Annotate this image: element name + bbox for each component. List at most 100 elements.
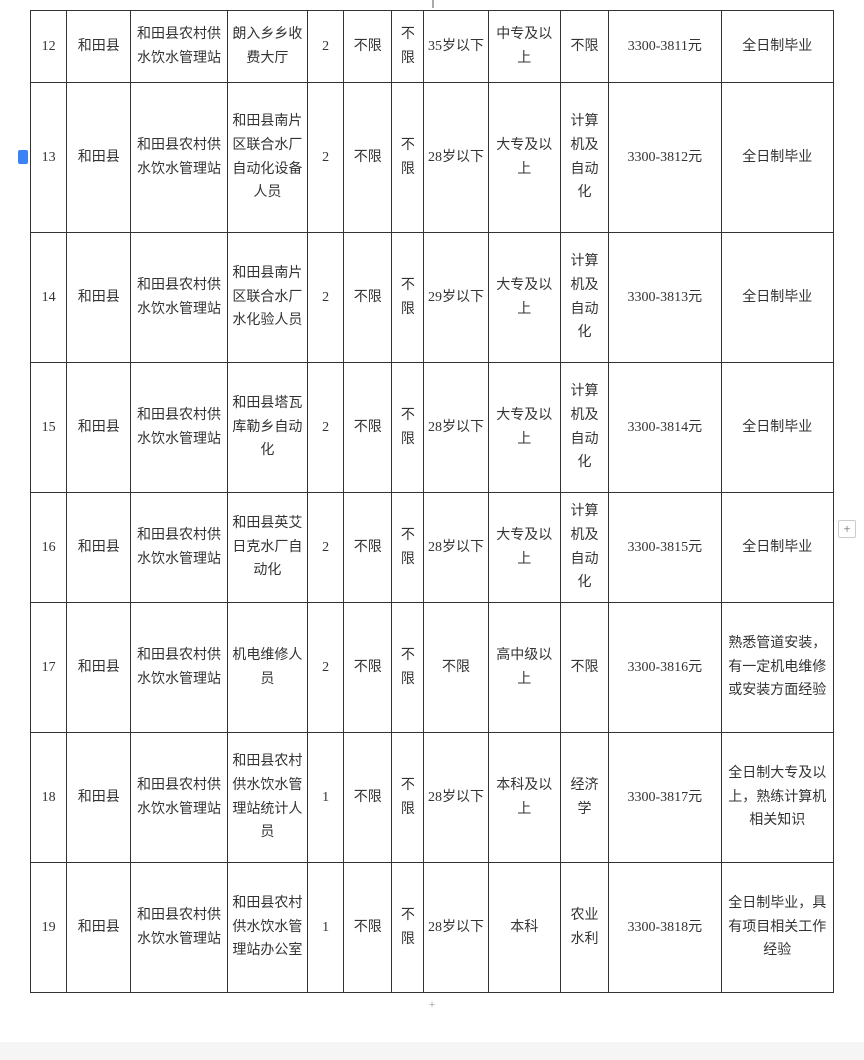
post-name: 机电维修人员 (227, 603, 307, 733)
unit-name: 和田县农村供水饮水管理站 (131, 83, 227, 233)
table-row: 18和田县和田县农村供水饮水管理站和田县农村供水饮水管理站统计人员1不限不限28… (31, 733, 834, 863)
quantity: 2 (308, 363, 344, 493)
table-row: 12和田县和田县农村供水饮水管理站朗入乡乡收费大厅2不限不限35岁以下中专及以上… (31, 11, 834, 83)
remark: 全日制毕业 (721, 83, 834, 233)
major: 经济学 (560, 733, 608, 863)
quantity: 1 (308, 863, 344, 993)
age-limit: 28岁以下 (424, 863, 488, 993)
gender: 不限 (344, 11, 392, 83)
education: 大专及以上 (488, 233, 560, 363)
education: 大专及以上 (488, 363, 560, 493)
ethnic: 不限 (392, 733, 424, 863)
ethnic: 不限 (392, 863, 424, 993)
quantity: 1 (308, 733, 344, 863)
ethnic: 不限 (392, 363, 424, 493)
age-limit: 不限 (424, 603, 488, 733)
post-name: 朗入乡乡收费大厅 (227, 11, 307, 83)
quantity: 2 (308, 11, 344, 83)
add-button[interactable]: + (838, 520, 856, 538)
quantity: 2 (308, 603, 344, 733)
quantity: 2 (308, 233, 344, 363)
unit-name: 和田县农村供水饮水管理站 (131, 11, 227, 83)
unit-name: 和田县农村供水饮水管理站 (131, 493, 227, 603)
unit-name: 和田县农村供水饮水管理站 (131, 603, 227, 733)
age-limit: 28岁以下 (424, 363, 488, 493)
table-row: 17和田县和田县农村供水饮水管理站机电维修人员2不限不限不限高中级以上不限330… (31, 603, 834, 733)
county: 和田县 (67, 733, 131, 863)
row-number: 17 (31, 603, 67, 733)
education: 高中级以上 (488, 603, 560, 733)
ethnic: 不限 (392, 493, 424, 603)
gender: 不限 (344, 233, 392, 363)
table-row: 16和田县和田县农村供水饮水管理站和田县英艾日克水厂自动化2不限不限28岁以下大… (31, 493, 834, 603)
salary: 3300-3816元 (609, 603, 721, 733)
row-number: 19 (31, 863, 67, 993)
county: 和田县 (67, 603, 131, 733)
row-number: 13 (31, 83, 67, 233)
education: 大专及以上 (488, 493, 560, 603)
education: 大专及以上 (488, 83, 560, 233)
major: 计算机及自动化 (560, 83, 608, 233)
education: 本科及以上 (488, 733, 560, 863)
salary: 3300-3814元 (609, 363, 721, 493)
page-break-marker: + (30, 997, 834, 1012)
remark: 全日制毕业，具有项目相关工作经验 (721, 863, 834, 993)
age-limit: 28岁以下 (424, 83, 488, 233)
remark: 全日制毕业 (721, 493, 834, 603)
table-row: 14和田县和田县农村供水饮水管理站和田县南片区联合水厂水化验人员2不限不限29岁… (31, 233, 834, 363)
post-name: 和田县英艾日克水厂自动化 (227, 493, 307, 603)
gender: 不限 (344, 363, 392, 493)
salary: 3300-3811元 (609, 11, 721, 83)
row-number: 12 (31, 11, 67, 83)
row-number: 16 (31, 493, 67, 603)
education: 本科 (488, 863, 560, 993)
post-name: 和田县南片区联合水厂水化验人员 (227, 233, 307, 363)
county: 和田县 (67, 363, 131, 493)
side-marker-icon (18, 150, 28, 164)
remark: 全日制大专及以上，熟练计算机相关知识 (721, 733, 834, 863)
major: 农业水利 (560, 863, 608, 993)
quantity: 2 (308, 493, 344, 603)
post-name: 和田县农村供水饮水管理站办公室 (227, 863, 307, 993)
unit-name: 和田县农村供水饮水管理站 (131, 733, 227, 863)
row-number: 18 (31, 733, 67, 863)
salary: 3300-3818元 (609, 863, 721, 993)
ethnic: 不限 (392, 603, 424, 733)
ethnic: 不限 (392, 233, 424, 363)
post-name: 和田县农村供水饮水管理站统计人员 (227, 733, 307, 863)
gender: 不限 (344, 863, 392, 993)
remark: 熟悉管道安装，有一定机电维修或安装方面经验 (721, 603, 834, 733)
age-limit: 28岁以下 (424, 493, 488, 603)
salary: 3300-3815元 (609, 493, 721, 603)
major: 计算机及自动化 (560, 233, 608, 363)
recruitment-table: 12和田县和田县农村供水饮水管理站朗入乡乡收费大厅2不限不限35岁以下中专及以上… (30, 10, 834, 993)
remark: 全日制毕业 (721, 233, 834, 363)
ethnic: 不限 (392, 83, 424, 233)
row-number: 15 (31, 363, 67, 493)
major: 不限 (560, 11, 608, 83)
salary: 3300-3817元 (609, 733, 721, 863)
unit-name: 和田县农村供水饮水管理站 (131, 363, 227, 493)
unit-name: 和田县农村供水饮水管理站 (131, 233, 227, 363)
gender: 不限 (344, 83, 392, 233)
table-row: 13和田县和田县农村供水饮水管理站和田县南片区联合水厂自动化设备人员2不限不限2… (31, 83, 834, 233)
major: 不限 (560, 603, 608, 733)
major: 计算机及自动化 (560, 363, 608, 493)
quantity: 2 (308, 83, 344, 233)
post-name: 和田县塔瓦库勒乡自动化 (227, 363, 307, 493)
remark: 全日制毕业 (721, 11, 834, 83)
remark: 全日制毕业 (721, 363, 834, 493)
document-page: + 12和田县和田县农村供水饮水管理站朗入乡乡收费大厅2不限不限35岁以下中专及… (0, 0, 864, 1042)
gender: 不限 (344, 733, 392, 863)
age-limit: 28岁以下 (424, 733, 488, 863)
age-limit: 35岁以下 (424, 11, 488, 83)
county: 和田县 (67, 863, 131, 993)
row-number: 14 (31, 233, 67, 363)
gender: 不限 (344, 603, 392, 733)
county: 和田县 (67, 83, 131, 233)
table-row: 15和田县和田县农村供水饮水管理站和田县塔瓦库勒乡自动化2不限不限28岁以下大专… (31, 363, 834, 493)
table-row: 19和田县和田县农村供水饮水管理站和田县农村供水饮水管理站办公室1不限不限28岁… (31, 863, 834, 993)
county: 和田县 (67, 11, 131, 83)
county: 和田县 (67, 493, 131, 603)
education: 中专及以上 (488, 11, 560, 83)
